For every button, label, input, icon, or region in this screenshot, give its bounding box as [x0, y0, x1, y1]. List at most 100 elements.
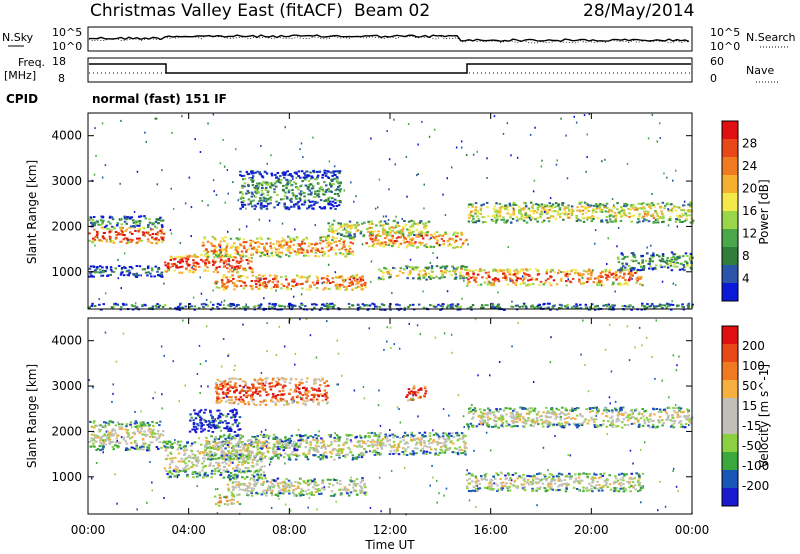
scatter-cell [262, 480, 266, 483]
scatter-cell [288, 251, 292, 254]
scatter-cell [279, 179, 283, 182]
scatter-cell [478, 270, 481, 273]
scatter-cell [230, 266, 234, 269]
scatter-cell [205, 298, 208, 301]
scatter-cell [285, 278, 288, 281]
scatter-cell [380, 270, 383, 273]
freq-tick-bottom: 8 [58, 72, 65, 85]
scatter-cell [327, 244, 331, 247]
scatter-cell [99, 442, 102, 445]
scatter-cell [357, 440, 361, 443]
scatter-cell [407, 123, 410, 126]
scatter-cell [246, 444, 249, 447]
scatter-cell [195, 464, 199, 467]
scatter-cell [417, 233, 421, 236]
scatter-cell [504, 204, 507, 207]
scatter-cell [111, 421, 115, 424]
scatter-cell [270, 492, 273, 495]
scatter-cell [229, 472, 233, 475]
scatter-cell [333, 177, 337, 180]
scatter-cell [644, 259, 648, 262]
scatter-cell [387, 233, 391, 236]
scatter-cell [132, 219, 135, 222]
scatter-cell [623, 304, 626, 307]
scatter-cell [364, 493, 367, 496]
scatter-cell [331, 203, 334, 206]
scatter-cell [538, 284, 541, 286]
scatter-cell [259, 447, 262, 450]
scatter-cell [440, 270, 443, 273]
scatter-cell [527, 279, 530, 282]
scatter-cell [111, 446, 115, 449]
scatter-cell [639, 277, 642, 280]
scatter-cell [632, 214, 636, 217]
scatter-cell [331, 200, 335, 203]
scatter-cell [130, 304, 134, 307]
colorbar-segment [722, 139, 738, 158]
scatter-cell [405, 155, 408, 158]
scatter-cell [316, 449, 319, 451]
scatter-cell [659, 216, 662, 219]
scatter-cell [105, 238, 108, 241]
scatter-cell [206, 255, 210, 258]
scatter-cell [108, 230, 111, 233]
scatter-cell [667, 208, 669, 211]
y-tick-label: 2000 [51, 219, 82, 233]
scatter-cell [227, 489, 230, 492]
scatter-cell [212, 289, 214, 292]
scatter-cell [100, 219, 103, 222]
scatter-cell [268, 182, 271, 185]
scatter-cell [322, 190, 325, 193]
scatter-cell [459, 277, 462, 280]
scatter-cell [103, 231, 106, 234]
scatter-cell [471, 205, 474, 208]
colorbar-tick-label: 16 [742, 204, 757, 218]
scatter-cell [570, 306, 574, 309]
scatter-cell [257, 304, 260, 307]
scatter-cell [684, 260, 687, 263]
scatter-cell [226, 278, 230, 281]
scatter-cell [127, 434, 130, 437]
scatter-cell [303, 192, 306, 195]
scatter-cell [271, 250, 274, 253]
scatter-cell [422, 276, 426, 279]
scatter-cell [241, 187, 244, 189]
scatter-cell [353, 444, 356, 447]
scatter-cell [480, 304, 484, 307]
scatter-cell [662, 217, 665, 220]
scatter-cell [398, 270, 402, 273]
scatter-cell [599, 210, 602, 213]
scatter-cell [361, 477, 364, 479]
scatter-cell [100, 435, 104, 438]
scatter-cell [613, 204, 615, 207]
scatter-cell [228, 264, 232, 267]
scatter-cell [580, 274, 583, 277]
scatter-cell [299, 442, 302, 445]
scatter-cell [92, 438, 95, 441]
scatter-cell [327, 434, 331, 436]
scatter-cell [514, 284, 518, 286]
scatter-cell [531, 277, 534, 280]
scatter-cell [617, 261, 621, 264]
scatter-cell [293, 205, 296, 208]
scatter-cell [390, 245, 394, 248]
scatter-cell [277, 457, 280, 460]
scatter-cell [286, 197, 289, 200]
scatter-cell [530, 305, 533, 308]
scatter-cell [202, 302, 206, 305]
scatter-cell [614, 217, 618, 220]
scatter-cell [288, 302, 292, 305]
scatter-cell [102, 303, 105, 306]
scatter-cell [280, 305, 284, 307]
scatter-cell [125, 228, 128, 231]
scatter-cell [549, 308, 552, 311]
scatter-cell [319, 458, 322, 461]
scatter-cell [219, 446, 223, 449]
scatter-cell [146, 433, 149, 436]
scatter-cell [346, 225, 349, 228]
scatter-cell [435, 231, 439, 234]
scatter-cell [225, 454, 229, 457]
scatter-cell [213, 244, 216, 247]
scatter-cell [541, 221, 544, 224]
scatter-cell [406, 195, 408, 198]
